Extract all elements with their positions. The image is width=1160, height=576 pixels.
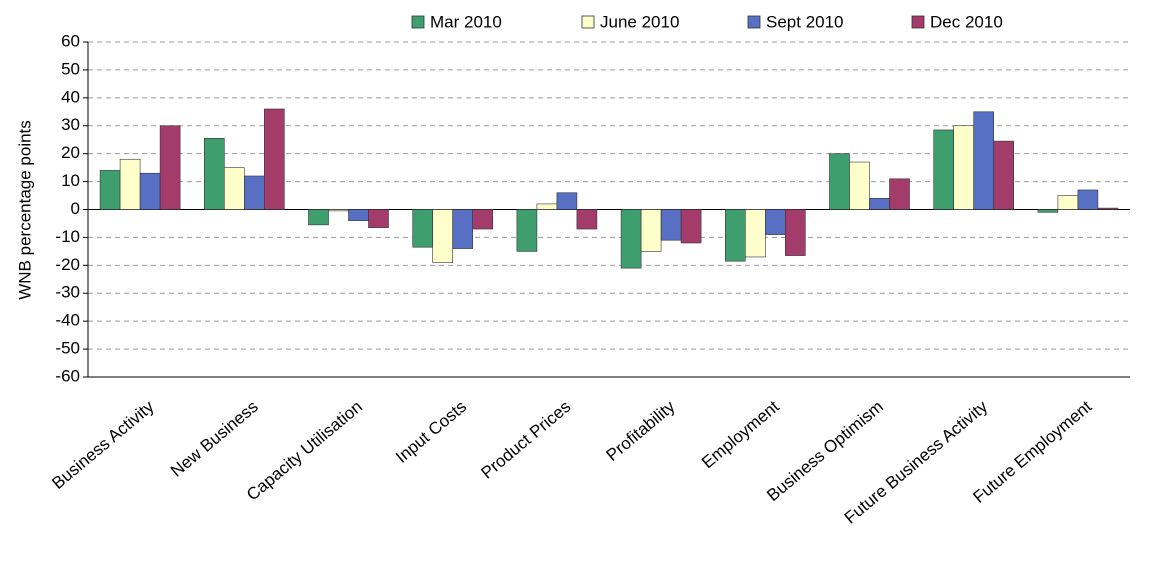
bar (889, 178, 910, 210)
bar (576, 209, 598, 230)
legend-marker (411, 15, 425, 29)
bar (1077, 189, 1099, 210)
bar (536, 203, 558, 210)
x-tick-label: Business Activity (48, 397, 158, 493)
y-tick-label: -30 (55, 283, 80, 302)
bar (308, 209, 329, 226)
x-tick-label: New Business (167, 397, 262, 481)
bar (1097, 207, 1119, 210)
bar (99, 170, 121, 210)
legend-marker (911, 15, 925, 29)
bar (1037, 209, 1059, 213)
y-tick-label: 60 (61, 31, 80, 50)
bar (829, 153, 850, 210)
y-tick-label: 10 (61, 171, 80, 190)
y-tick-label: -60 (55, 366, 80, 385)
bar (224, 167, 245, 210)
x-tick-label: Input Costs (392, 397, 470, 467)
bar (724, 209, 746, 262)
bar (244, 175, 265, 210)
y-tick-label: -50 (55, 339, 80, 358)
bar (159, 125, 181, 210)
bar (784, 209, 806, 256)
bar (660, 209, 682, 241)
bar (432, 209, 454, 263)
y-tick-label: 50 (61, 59, 80, 78)
bar (869, 198, 890, 210)
bar (620, 209, 642, 269)
y-tick-label: -20 (55, 255, 80, 274)
y-tick-label: 20 (61, 143, 80, 162)
bar (516, 209, 538, 252)
bar (472, 209, 494, 230)
x-tick-label: Product Prices (477, 397, 574, 483)
bar (368, 209, 389, 228)
y-tick-label: 0 (71, 199, 80, 218)
bar (640, 209, 662, 252)
bar (328, 209, 349, 212)
bar (556, 192, 578, 210)
bar (139, 172, 161, 210)
x-tick-label: Profitability (603, 397, 679, 465)
bar (933, 129, 955, 210)
bar (412, 209, 434, 248)
y-axis-label: WNB percentage points (15, 120, 34, 300)
y-tick-label: -10 (55, 227, 80, 246)
legend-marker (747, 15, 761, 29)
legend-label: Sept 2010 (766, 12, 844, 31)
bar (849, 161, 870, 210)
bar (452, 209, 474, 249)
bar (1057, 195, 1079, 210)
x-tick-label: Capacity Utilisation (243, 397, 366, 504)
y-tick-label: -40 (55, 311, 80, 330)
legend-label: June 2010 (600, 12, 679, 31)
legend-label: Mar 2010 (430, 12, 502, 31)
bar (953, 125, 975, 210)
y-tick-label: 30 (61, 115, 80, 134)
bar (348, 209, 369, 221)
bar (204, 138, 225, 210)
bar (764, 209, 786, 235)
bar (993, 140, 1015, 210)
bar (263, 108, 285, 210)
legend-label: Dec 2010 (930, 12, 1003, 31)
bar (119, 158, 141, 210)
bar (680, 209, 702, 244)
bar (973, 111, 995, 210)
x-tick-label: Employment (698, 397, 783, 472)
bar (744, 209, 766, 258)
legend-marker (581, 15, 595, 29)
y-tick-label: 40 (61, 87, 80, 106)
